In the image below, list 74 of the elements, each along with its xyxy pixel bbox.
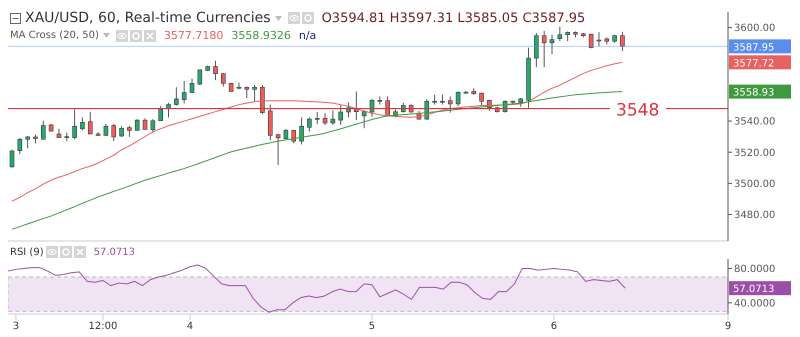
candlestick: [142, 118, 148, 130]
x-tick-label: 6: [550, 321, 558, 332]
candlestick: [25, 136, 30, 149]
chart-subtitle: 57.0713: [94, 246, 135, 258]
text: 3577.72: [733, 58, 774, 70]
y-tick-label: 3520.00: [734, 148, 776, 159]
candlestick: [588, 34, 594, 49]
x-tick-label: 4: [186, 321, 194, 332]
candlestick: [276, 133, 280, 166]
x-tick-label: 5: [368, 321, 376, 332]
candlestick: [620, 31, 625, 52]
y-tick-label: 40.0000: [734, 298, 776, 310]
ref-line-label: 3587.95: [733, 42, 774, 54]
candlestick: [284, 128, 288, 140]
candlestick: [80, 116, 85, 131]
y-tick-label: 3600.00: [734, 23, 776, 34]
candlestick: [88, 111, 93, 134]
candlestick: [448, 96, 453, 114]
candlestick: [550, 34, 554, 55]
candlestick: [10, 149, 14, 168]
x-tick-label: 9: [724, 321, 732, 332]
candlestick: [150, 118, 156, 133]
candlestick: [104, 124, 108, 137]
text: 3558.93: [733, 88, 774, 99]
chart-title: RSI (9): [10, 246, 44, 258]
candlestick: [221, 72, 226, 88]
text: 57.0713: [733, 284, 774, 296]
candlestick: [370, 98, 374, 118]
y-tick-label: 80.0000: [734, 264, 776, 276]
text: 3558.9326: [231, 29, 291, 42]
x-tick-label: 12:00: [88, 321, 118, 332]
candlestick: [440, 94, 445, 106]
candlestick: [158, 106, 163, 122]
candlestick: [558, 26, 562, 42]
candlestick: [291, 129, 296, 144]
candlestick: [174, 86, 179, 106]
candlestick: [111, 124, 116, 142]
chart-subtitle: O3594.81 H3597.31 L3585.05 C3587.95: [322, 10, 586, 26]
chart-title: XAU/USD, 60, Real-time Currencies: [25, 10, 271, 26]
candlestick: [182, 80, 186, 104]
y-tick-label: 3500.00: [734, 178, 776, 190]
ref-line-label: 3548: [616, 100, 660, 121]
candlestick: [479, 92, 484, 107]
candlestick: [190, 78, 194, 94]
legend-title: MA Cross (20, 50): [10, 30, 99, 41]
candlestick: [307, 116, 312, 132]
candlestick: [252, 84, 257, 102]
candlestick: [18, 137, 22, 155]
candlestick: [542, 30, 546, 68]
candlestick: [534, 32, 539, 68]
candlestick: [299, 116, 304, 145]
candlestick: [565, 30, 570, 42]
annotation: n/a: [298, 29, 316, 42]
candlestick: [338, 104, 343, 126]
candlestick: [596, 32, 602, 47]
y-tick-label: 3480.00: [734, 210, 776, 222]
candlestick: [362, 110, 366, 129]
line-series: [8, 264, 626, 313]
candlestick: [314, 112, 320, 125]
candlestick: [166, 102, 171, 118]
y-tick-label: 3540.00: [734, 116, 776, 128]
candlestick: [41, 120, 46, 140]
candlestick: [330, 110, 336, 126]
candlestick: [456, 90, 460, 107]
x-tick-label: 3: [12, 321, 20, 332]
candlestick: [213, 60, 218, 81]
candlestick: [322, 112, 328, 126]
candlestick: [432, 94, 437, 106]
candlestick: [244, 86, 250, 98]
candlestick: [72, 108, 77, 140]
candlestick: [198, 69, 202, 86]
text: 3577.7180: [164, 29, 224, 42]
candlestick: [134, 118, 140, 131]
candlestick: [119, 126, 124, 138]
